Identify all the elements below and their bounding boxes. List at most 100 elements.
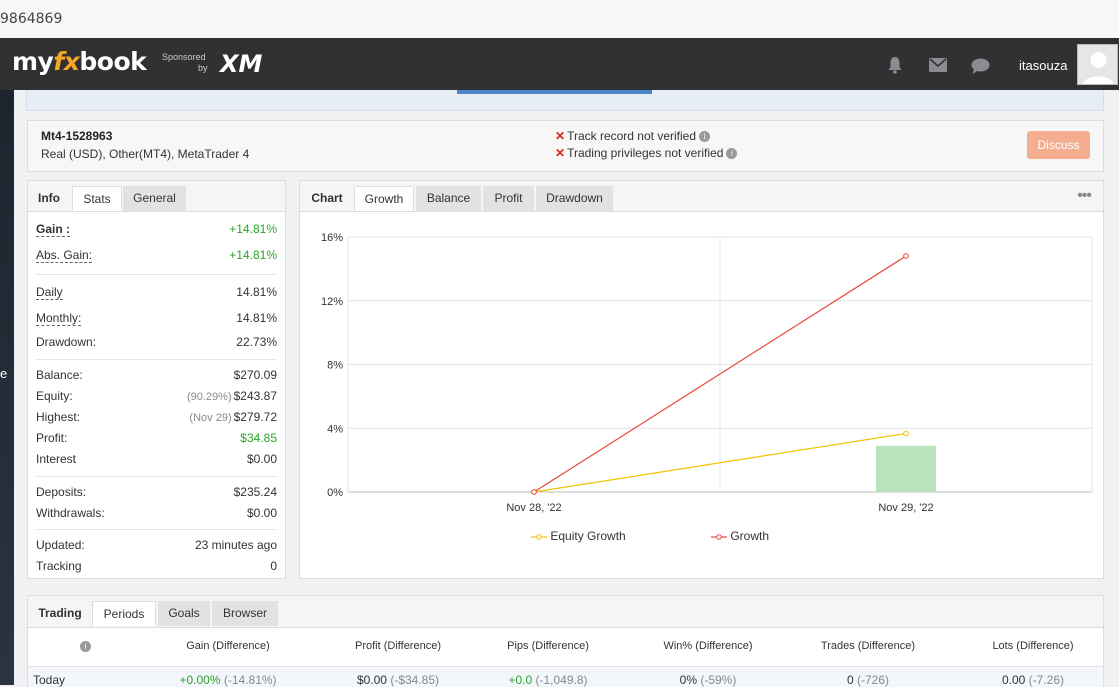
sponsored-label: Sponsored: [161, 52, 206, 62]
stat-label[interactable]: Abs. Gain:: [36, 248, 93, 263]
divider: [36, 274, 277, 275]
stats-panel: Info Stats General Gain : +14.81% Abs. G…: [27, 180, 286, 579]
col-win[interactable]: Win% (Difference): [663, 640, 753, 652]
cell-value: 0: [846, 673, 854, 687]
trading-privileges-text: Trading privileges not verified: [567, 146, 724, 160]
stat-label[interactable]: Monthly:: [36, 311, 82, 326]
account-subtitle: Real (USD), Other(MT4), MetaTrader 4: [41, 147, 250, 161]
series-line: [533, 255, 907, 493]
tab-profit[interactable]: Profit: [483, 186, 534, 211]
info-icon[interactable]: i: [726, 148, 738, 160]
stat-label: Equity:: [36, 389, 73, 403]
cell-diff: (-1,049.8): [535, 673, 588, 687]
y-tick-label: 4%: [327, 423, 343, 435]
xm-logo[interactable]: XM: [220, 50, 263, 78]
data-point: [903, 253, 909, 259]
x-tick-label: Nov 29, '22: [878, 502, 933, 514]
cell-value: 0.00: [1001, 673, 1026, 687]
logo-book: book: [79, 47, 147, 76]
bell-icon[interactable]: [887, 56, 903, 79]
tab-periods[interactable]: Periods: [92, 601, 156, 626]
tab-general[interactable]: General: [123, 186, 186, 211]
discuss-button[interactable]: Discuss: [1027, 131, 1090, 159]
stat-gain: Gain : +14.81%: [36, 219, 277, 239]
cell-diff: (-59%): [700, 673, 737, 687]
legend-label: Growth: [730, 529, 770, 543]
stat-label[interactable]: Daily: [36, 285, 63, 300]
table-row: Today +0.00% (-14.81%) $0.00 (-$34.85) +…: [28, 666, 1103, 687]
stat-value: 22.73%: [236, 335, 277, 349]
info-icon[interactable]: i: [699, 131, 710, 143]
tab-stats[interactable]: Stats: [72, 186, 122, 211]
stat-value: 23 minutes ago: [194, 538, 277, 552]
left-background-strip: e: [0, 90, 14, 685]
url-text[interactable]: 9864869: [0, 11, 63, 27]
more-options-icon[interactable]: •••: [1077, 187, 1092, 204]
tab-chart[interactable]: Chart: [311, 191, 343, 205]
growth-chart: 0% 4% 8% 12% 16% Nov 28, '22 Nov 29, '22: [321, 232, 1093, 514]
track-record-status: ✕ Track record not verified i: [555, 129, 710, 143]
tab-browser[interactable]: Browser: [212, 601, 278, 626]
col-pips[interactable]: Pips (Difference): [507, 640, 589, 652]
stats-tabs: Info Stats General: [28, 181, 285, 212]
col-profit[interactable]: Profit (Difference): [355, 640, 441, 652]
trading-privileges-status: ✕ Trading privileges not verified i: [555, 146, 738, 160]
cell-gain: +0.00% (-14.81%): [168, 673, 288, 687]
tab-drawdown[interactable]: Drawdown: [536, 186, 613, 211]
sponsored-by: Sponsored by: [160, 52, 208, 74]
stat-value: (90.29%) $243.87: [187, 389, 277, 403]
col-gain[interactable]: Gain (Difference): [186, 640, 270, 652]
browser-url-bar[interactable]: 9864869: [0, 0, 1119, 39]
y-tick-label: 12%: [321, 296, 343, 308]
tab-balance[interactable]: Balance: [416, 186, 481, 211]
envelope-icon[interactable]: [929, 58, 947, 77]
divider: [36, 476, 277, 477]
stat-label: Drawdown:: [36, 335, 97, 349]
myfxbook-logo[interactable]: myfxbook: [12, 47, 147, 76]
stat-value: 14.81%: [236, 311, 277, 325]
avatar[interactable]: [1077, 44, 1118, 85]
stat-label: Tracking: [36, 559, 82, 573]
cell-diff: (-$34.85): [390, 673, 440, 687]
stat-interest: Interest $0.00: [36, 449, 277, 469]
divider: [36, 529, 277, 530]
tab-growth[interactable]: Growth: [354, 186, 414, 211]
legend-growth[interactable]: Growth: [711, 529, 769, 543]
tab-trading[interactable]: Trading: [38, 606, 82, 620]
stat-value: $34.85: [240, 431, 277, 445]
cell-value: +0.0: [508, 673, 533, 687]
stat-label: Deposits:: [36, 485, 87, 499]
cell-pips: +0.0 (-1,049.8): [488, 673, 608, 687]
stat-label[interactable]: Gain :: [36, 222, 71, 237]
stat-label: Updated:: [36, 538, 85, 552]
x-icon: ✕: [555, 129, 566, 143]
cell-profit: $0.00 (-$34.85): [328, 673, 468, 687]
legend-equity-growth[interactable]: Equity Growth: [531, 529, 626, 543]
stat-label: Highest:: [36, 410, 81, 424]
info-icon[interactable]: i: [80, 641, 91, 652]
stat-label: Profit:: [36, 431, 68, 445]
banner-button[interactable]: [457, 90, 652, 94]
row-label: Today: [33, 673, 66, 687]
cell-trades: 0 (-726): [798, 673, 938, 687]
tab-info[interactable]: Info: [38, 191, 60, 205]
stat-label: Withdrawals:: [36, 506, 105, 520]
cell-value: +0.00%: [179, 673, 221, 687]
cell-diff: (-14.81%): [223, 673, 277, 687]
col-trades[interactable]: Trades (Difference): [820, 640, 916, 652]
tab-goals[interactable]: Goals: [158, 601, 210, 626]
account-name: Mt4-1528963: [41, 129, 113, 143]
username[interactable]: itasouza: [1019, 58, 1068, 73]
stat-value: (Nov 29) $279.72: [189, 410, 277, 424]
daily-bar: [876, 445, 936, 492]
stat-value: $0.00: [246, 452, 277, 466]
stat-value: $235.24: [233, 485, 277, 499]
stat-value: 0: [270, 559, 277, 573]
stat-profit: Profit: $34.85: [36, 428, 277, 448]
col-lots[interactable]: Lots (Difference): [992, 640, 1074, 652]
chat-icon[interactable]: [971, 58, 990, 79]
legend-equity-marker: [531, 534, 547, 540]
cell-value: 0%: [679, 673, 697, 687]
stat-value: +14.81%: [229, 222, 277, 236]
cell-lots: 0.00 (-7.26): [968, 673, 1098, 687]
